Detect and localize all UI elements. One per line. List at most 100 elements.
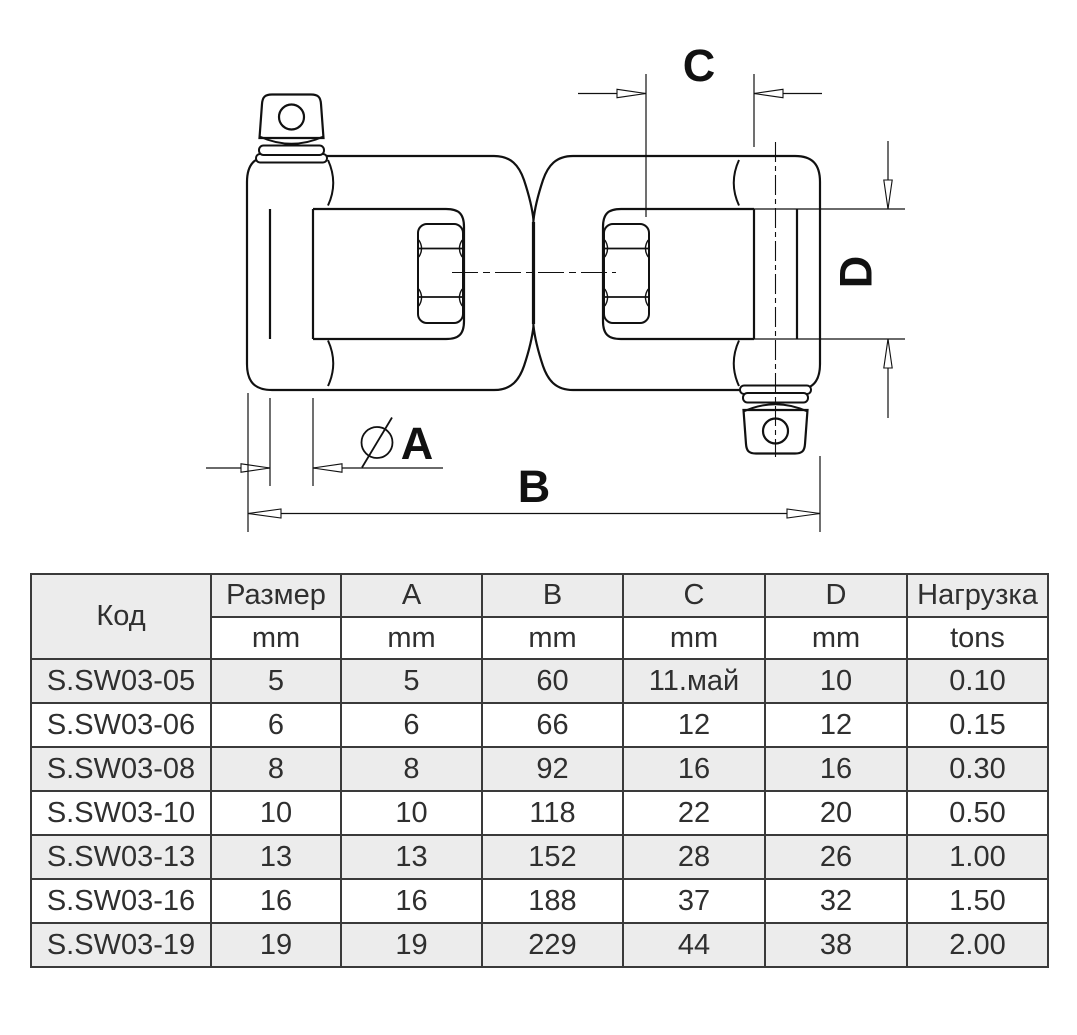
value-cell: 16: [340, 878, 483, 924]
value-cell: 10: [210, 790, 342, 836]
col-header-load: Нагрузка: [906, 573, 1049, 618]
code-cell: S.SW03-13: [30, 834, 212, 880]
unit-c: mm: [622, 616, 766, 660]
col-header-size: Размер: [210, 573, 342, 618]
swivel-part: [245, 93, 822, 455]
dim-c-arrow-left: [616, 88, 647, 99]
dim-b-arrow-right: [786, 508, 821, 519]
value-cell: 60: [481, 658, 624, 704]
value-cell: 20: [764, 790, 908, 836]
value-cell: 1.50: [906, 878, 1049, 924]
code-cell: S.SW03-19: [30, 922, 212, 968]
dim-a-extension-lines: [269, 398, 314, 486]
value-cell: 8: [340, 746, 483, 792]
value-cell: 188: [481, 878, 624, 924]
col-header-code: Код: [30, 573, 212, 660]
value-cell: 16: [764, 746, 908, 792]
left-jaw: [245, 154, 535, 392]
value-cell: 6: [340, 702, 483, 748]
value-cell: 6: [210, 702, 342, 748]
dimension-d: [754, 141, 905, 418]
dim-label-d: D: [831, 256, 882, 289]
value-cell: 5: [340, 658, 483, 704]
table-row: S.SW03-06 6 6 66 12 12 0.15: [30, 702, 1049, 748]
value-cell: 19: [210, 922, 342, 968]
code-cell: S.SW03-08: [30, 746, 212, 792]
table-row: S.SW03-08 8 8 92 16 16 0.30: [30, 746, 1049, 792]
table-row: S.SW03-05 5 5 60 11.май 10 0.10: [30, 658, 1049, 704]
value-cell: 0.50: [906, 790, 1049, 836]
code-cell: S.SW03-05: [30, 658, 212, 704]
table-row: S.SW03-16 16 16 188 37 32 1.50: [30, 878, 1049, 924]
value-cell: 26: [764, 834, 908, 880]
value-cell: 118: [481, 790, 624, 836]
size-table-container: Код Размер A B C D Нагрузка mm mm mm mm …: [30, 573, 1049, 968]
unit-load: tons: [906, 616, 1049, 660]
jaw-outline: [245, 154, 535, 392]
col-header-b: B: [481, 573, 624, 618]
hex-nut-bevels: [418, 239, 463, 307]
value-cell: 10: [764, 658, 908, 704]
hex-nut-facets: [419, 247, 462, 298]
value-cell: 12: [764, 702, 908, 748]
value-cell: 13: [340, 834, 483, 880]
dim-a-arrow-right: [312, 463, 343, 473]
value-cell: 19: [340, 922, 483, 968]
size-table: Код Размер A B C D Нагрузка mm mm mm mm …: [30, 573, 1049, 968]
header-row-titles: Код Размер A B C D Нагрузка: [30, 573, 1049, 660]
unit-d: mm: [764, 616, 908, 660]
value-cell: 22: [622, 790, 766, 836]
dim-c-arrow-right: [753, 88, 784, 99]
code-cell: S.SW03-16: [30, 878, 212, 924]
pin-head-body: [258, 93, 325, 140]
pin-collar-upper: [258, 144, 325, 156]
value-cell: 92: [481, 746, 624, 792]
value-cell: 12: [622, 702, 766, 748]
size-table-body: S.SW03-05 5 5 60 11.май 10 0.10 S.SW03-06 6 6 66 12…: [30, 658, 1049, 968]
swivel-drawing: C D A B: [206, 40, 905, 532]
value-cell: 1.00: [906, 834, 1049, 880]
col-header-a: A: [340, 573, 483, 618]
value-cell: 16: [210, 878, 342, 924]
hex-nut: [417, 223, 464, 324]
value-cell: 5: [210, 658, 342, 704]
technical-drawing-area: C D A B: [206, 40, 905, 532]
dim-b-extension-lines: [247, 393, 821, 532]
unit-a: mm: [340, 616, 483, 660]
value-cell: 16: [622, 746, 766, 792]
unit-size: mm: [210, 616, 342, 660]
value-cell: 229: [481, 922, 624, 968]
dim-d-arrow-bottom: [883, 338, 893, 369]
value-cell: 8: [210, 746, 342, 792]
value-cell: 0.15: [906, 702, 1049, 748]
dim-d-arrow-top: [883, 179, 893, 210]
value-cell: 32: [764, 878, 908, 924]
value-cell: 10: [340, 790, 483, 836]
value-cell: 28: [622, 834, 766, 880]
pin-shank-edges: [268, 209, 315, 339]
value-cell: 13: [210, 834, 342, 880]
header-row-units: mm mm mm mm mm tons: [31, 616, 1049, 660]
value-cell: 152: [481, 834, 624, 880]
dim-a-arrow-left: [240, 463, 271, 473]
value-cell: 0.30: [906, 746, 1049, 792]
dim-b-arrow-left: [247, 508, 282, 519]
dim-label-b: B: [518, 461, 551, 512]
value-cell: 11.май: [622, 658, 766, 704]
pin-head-base-arc: [259, 135, 324, 145]
right-jaw: [532, 154, 822, 392]
value-cell: 44: [622, 922, 766, 968]
value-cell: 2.00: [906, 922, 1049, 968]
code-cell: S.SW03-06: [30, 702, 212, 748]
diameter-symbol-icon: [360, 417, 394, 468]
value-cell: 0.10: [906, 658, 1049, 704]
left-pin-head: [255, 93, 328, 164]
table-row: S.SW03-10 10 10 118 22 20 0.50: [30, 790, 1049, 836]
dimensions: [206, 74, 905, 532]
col-header-d: D: [764, 573, 908, 618]
value-cell: 38: [764, 922, 908, 968]
dim-c-extension-lines: [645, 74, 755, 217]
dim-label-a: A: [401, 418, 434, 469]
value-cell: 37: [622, 878, 766, 924]
forging-seam-lines: [327, 159, 335, 387]
